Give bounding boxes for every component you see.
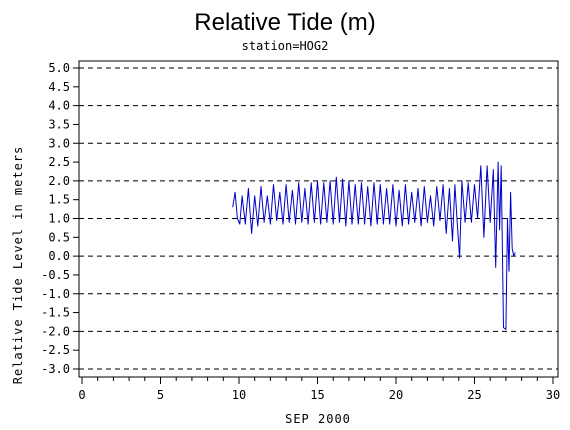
x-axis-ticks: 0 5 10 15 20 25 30	[78, 377, 560, 402]
y-tick-label: 2.5	[48, 155, 70, 169]
y-axis-ticks: 5.0 4.5 4.0 3.5 3.0 2.5 2.0 1.5 1.0 0.5 0.0 -0.5 -1.…	[41, 61, 79, 376]
y-tick-label: 1.5	[48, 193, 70, 207]
y-axis-label: Relative Tide Level in meters	[11, 146, 25, 385]
y-tick-label: 1.0	[48, 212, 70, 226]
x-tick-label: 5	[157, 388, 164, 402]
x-tick-label: 25	[467, 388, 481, 402]
y-tick-label: -1.0	[41, 287, 70, 301]
x-tick-label: 0	[78, 388, 85, 402]
y-tick-label: 4.0	[48, 99, 70, 113]
plot-frame	[78, 60, 559, 378]
x-tick-label: 20	[389, 388, 403, 402]
y-tick-label: 4.5	[48, 80, 70, 94]
y-tick-label: 3.0	[48, 136, 70, 150]
series-layer	[232, 161, 516, 330]
series-line	[232, 161, 516, 330]
y-tick-label: 3.5	[48, 117, 70, 131]
x-tick-label: 10	[232, 388, 246, 402]
y-tick-label: 0.0	[48, 249, 70, 263]
grid-lines	[79, 67, 558, 370]
y-tick-label: -2.0	[41, 324, 70, 338]
x-tick-label: 30	[546, 388, 560, 402]
y-tick-label: 2.0	[48, 174, 70, 188]
chart-title: Relative Tide (m)	[194, 9, 375, 36]
y-tick-label: -1.5	[41, 306, 70, 320]
y-tick-label: -2.5	[41, 343, 70, 357]
y-tick-label: -3.0	[41, 362, 70, 376]
x-tick-label: 15	[310, 388, 324, 402]
y-tick-label: -0.5	[41, 268, 70, 282]
chart-subtitle: station=HOG2	[242, 39, 329, 53]
y-tick-label: 0.5	[48, 230, 70, 244]
y-tick-label: 5.0	[48, 61, 70, 75]
x-axis-label: SEP 2000	[285, 412, 351, 426]
